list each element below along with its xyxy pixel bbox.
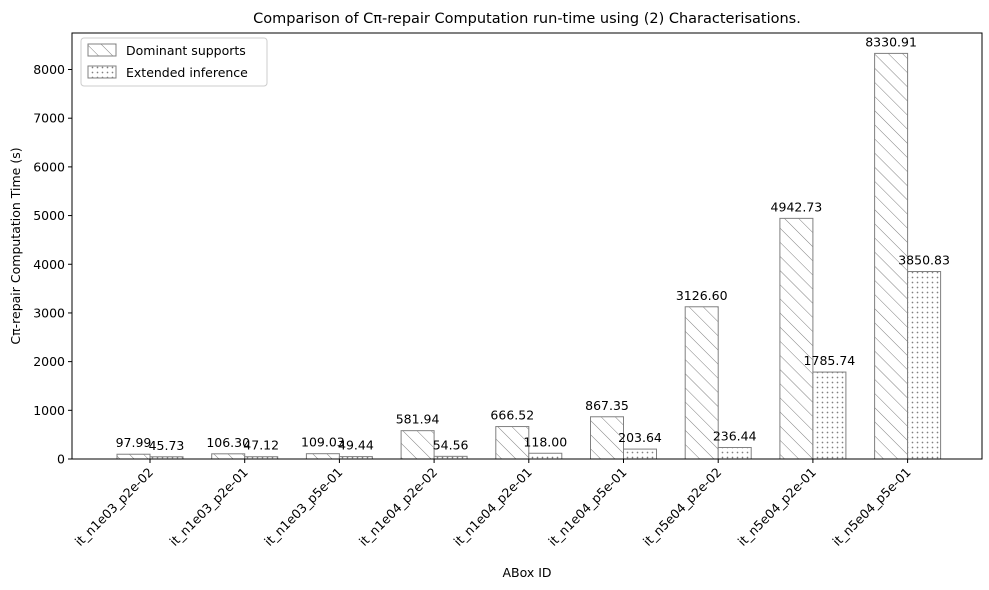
data-label-extended-5: 203.64 [618,430,662,445]
x-tick-label: it_n1e04_p2e-01 [451,465,535,549]
bar-extended-7-pattern [812,371,847,460]
legend-label-dominant: Dominant supports [126,43,246,58]
y-tick-label: 3000 [33,305,65,320]
data-label-extended-3: 54.56 [433,437,469,452]
x-tick-label: it_n1e04_p5e-01 [545,465,629,549]
x-axis: it_n1e03_p2e-02 it_n1e03_p2e-01 it_n1e03_p… [72,459,914,549]
legend-item-extended: Extended inference [87,65,248,80]
data-label-dominant-5: 867.35 [585,398,629,413]
data-label-extended-4: 118.00 [523,434,567,449]
y-axis-label: Cπ-repair Computation Time (s) [8,147,23,344]
legend-frame [80,37,268,87]
data-label-dominant-8: 8330.91 [865,34,917,49]
legend-swatch-dominant-pattern [87,43,117,57]
bar-dominant-8-pattern [874,52,909,460]
legend-swatch-extended-pattern [87,65,117,79]
y-tick-label: 5000 [33,208,65,223]
bar-dominant-1-pattern [211,453,246,460]
data-label-extended-6: 236.44 [713,428,757,443]
y-tick-label: 6000 [33,159,65,174]
x-axis-label: ABox ID [502,565,551,580]
bar-extended-5-pattern [623,448,657,460]
legend-item-dominant: Dominant supports [87,43,246,58]
x-tick-label: it_n1e04_p2e-02 [356,465,440,549]
data-label-dominant-2: 109.03 [301,435,345,450]
data-label-extended-1: 47.12 [243,438,279,453]
y-tick-label: 8000 [33,62,65,77]
bar-dominant-6-pattern [684,306,719,460]
data-label-dominant-4: 666.52 [490,408,534,423]
plot-area: 97.99 106.30 109.03 581.94 666.52 867.35 3126.… [116,34,950,460]
bar-dominant-4-pattern [495,426,530,460]
y-tick-label: 2000 [33,354,65,369]
y-tick-label: 1000 [33,403,65,418]
data-label-extended-0: 45.73 [149,438,185,453]
data-label-dominant-1: 106.30 [206,435,250,450]
y-tick-label: 4000 [33,257,65,272]
x-tick-label: it_n1e03_p2e-02 [72,465,156,549]
bar-extended-8-pattern [907,271,942,460]
y-axis: 0 1000 2000 3000 4000 5000 6000 7000 8000 [33,62,72,467]
data-label-extended-8: 3850.83 [898,253,950,268]
data-label-dominant-0: 97.99 [116,435,152,450]
x-tick-label: it_n1e03_p5e-01 [261,465,345,549]
x-tick-label: it_n5e04_p2e-01 [735,465,819,549]
x-tick-label: it_n1e03_p2e-01 [166,465,250,549]
chart-title: Comparison of Cπ-repair Computation run-… [253,11,801,27]
x-tick-label: it_n5e04_p5e-01 [829,465,913,549]
legend: Dominant supports Extended inference [80,37,268,87]
axes-frame [71,32,983,460]
legend-label-extended: Extended inference [126,65,248,80]
bar-dominant-0-pattern [116,453,151,460]
bar-dominant-7-pattern [779,217,814,460]
data-label-extended-2: 49.44 [338,438,374,453]
data-label-dominant-7: 4942.73 [771,199,823,214]
data-label-dominant-6: 3126.60 [676,288,728,303]
bar-dominant-3-pattern [400,430,435,460]
bar-extended-4-pattern [528,452,563,460]
data-label-extended-7: 1785.74 [804,353,856,368]
y-tick-label: 0 [57,452,65,467]
bar-extended-6-pattern [717,446,752,460]
bar-dominant-2-pattern [305,453,340,460]
data-label-dominant-3: 581.94 [396,412,440,427]
x-tick-label: it_n5e04_p2e-02 [640,465,724,549]
y-tick-label: 7000 [33,111,65,126]
